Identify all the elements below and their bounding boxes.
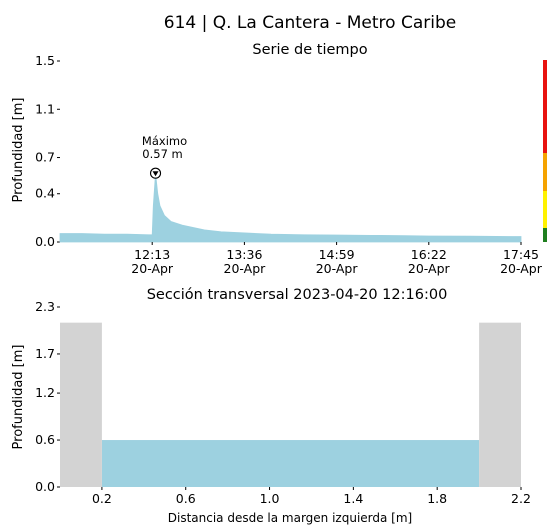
x-tick-time-label: 17:45 xyxy=(503,247,539,262)
depth-series-area xyxy=(59,173,522,243)
cross-section-title: Sección transversal 2023-04-20 12:16:00 xyxy=(147,287,448,303)
x-tick-label: 0.2 xyxy=(92,491,112,506)
x-tick-time-label: 12:13 xyxy=(134,247,170,262)
maximum-marker-triangle xyxy=(152,171,159,177)
cross-section-y-ticks: 0.0 0.6 1.2 1.7 2.3 xyxy=(35,299,60,494)
timeseries-area-layer xyxy=(59,173,522,243)
x-tick-date-label: 20-Apr xyxy=(224,261,267,276)
x-tick-time-label: 14:59 xyxy=(319,247,355,262)
y-tick-label: 1.5 xyxy=(35,53,55,68)
alert-level-bar xyxy=(543,60,547,242)
cross-section-xlabel: Distancia desde la margen izquierda [m] xyxy=(168,511,412,525)
timeseries-ylabel: Profundidad [m] xyxy=(11,98,26,203)
alert-level-segment-3 xyxy=(543,228,547,242)
cross-section-x-ticks: 0.2 0.6 1.0 1.4 1.8 2.2 xyxy=(92,487,531,506)
maximum-label: Máximo xyxy=(142,134,187,148)
x-tick-label: 0.6 xyxy=(176,491,196,506)
y-tick-label: 0.7 xyxy=(35,150,55,165)
y-tick-label: 1.7 xyxy=(35,346,55,361)
timeseries-title: Serie de tiempo xyxy=(252,42,367,58)
timeseries-x-ticks: 12:1320-Apr13:3620-Apr14:5920-Apr16:2220… xyxy=(131,242,543,276)
x-tick-date-label: 20-Apr xyxy=(500,261,543,276)
x-tick-time-label: 13:36 xyxy=(226,247,262,262)
y-tick-label: 1.1 xyxy=(35,101,55,116)
water-level-area xyxy=(101,440,480,487)
right-bank xyxy=(479,322,521,487)
y-tick-label: 0.6 xyxy=(35,432,55,447)
alert-level-segment-2 xyxy=(543,191,547,228)
x-tick-date-label: 20-Apr xyxy=(408,261,451,276)
x-tick-label: 1.8 xyxy=(427,491,447,506)
y-tick-label: 0.0 xyxy=(35,479,55,494)
cross-section-ylabel: Profundidad [m] xyxy=(11,345,26,450)
left-bank xyxy=(60,322,102,487)
x-tick-label: 2.2 xyxy=(511,491,531,506)
x-tick-time-label: 16:22 xyxy=(411,247,447,262)
cross-section-shapes xyxy=(60,322,521,487)
x-tick-date-label: 20-Apr xyxy=(316,261,359,276)
y-tick-label: 1.2 xyxy=(35,385,55,400)
y-tick-label: 2.3 xyxy=(35,299,55,314)
x-tick-date-label: 20-Apr xyxy=(131,261,174,276)
y-tick-label: 0.4 xyxy=(35,186,55,201)
x-tick-label: 1.0 xyxy=(260,491,280,506)
alert-level-segment-0 xyxy=(543,60,547,153)
maximum-value: 0.57 m xyxy=(142,147,182,161)
timeseries-y-ticks: 0.0 0.4 0.7 1.1 1.5 xyxy=(35,53,60,249)
alert-level-segment-1 xyxy=(543,153,547,191)
timeseries-chart: Serie de tiempo Profundidad [m] 0.00.40.… xyxy=(11,42,547,276)
y-tick-label: 0.0 xyxy=(35,234,55,249)
x-tick-label: 1.4 xyxy=(343,491,363,506)
maximum-annotation: Máximo 0.57 m xyxy=(142,134,187,179)
figure-title: 614 | Q. La Cantera - Metro Caribe xyxy=(164,13,456,33)
cross-section-chart: Sección transversal 2023-04-20 12:16:00 … xyxy=(11,287,531,525)
